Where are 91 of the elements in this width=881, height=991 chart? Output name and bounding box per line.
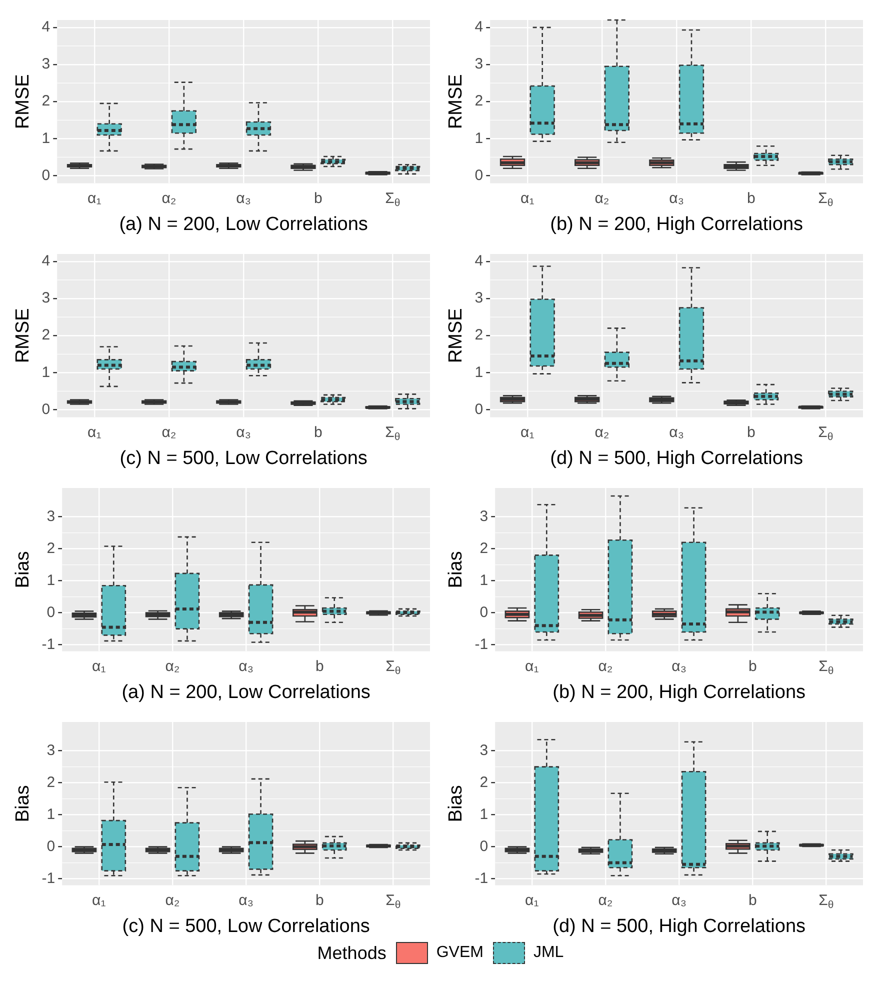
x-tick-label: α₃ (238, 892, 254, 909)
x-tick-label: α₃ (672, 658, 686, 675)
y-tick-label: 2 (480, 540, 488, 557)
x-tick-label: b (748, 658, 757, 675)
y-tick-label: 2 (46, 540, 56, 557)
legend-title: Methods (317, 942, 386, 964)
legend-label: JML (533, 944, 564, 962)
y-axis-title: Bias (446, 785, 467, 822)
x-tick-label: α₃ (236, 190, 251, 207)
x-tick-label: α₁ (88, 190, 102, 207)
y-tick-label: 3 (46, 742, 56, 759)
y-tick-label: -1 (42, 870, 56, 887)
x-tick-label: α₂ (594, 190, 610, 207)
y-tick-label: 2 (42, 326, 50, 344)
y-axis-title: Bias (446, 551, 467, 588)
x-axis-title: (d) N = 500, High Correlations (550, 448, 804, 469)
x-tick-label: α₃ (669, 190, 684, 207)
x-tick-label: α₂ (598, 658, 613, 675)
y-tick-label: 0 (42, 166, 50, 184)
y-tick-label: 1 (480, 806, 488, 823)
x-tick-label: b (746, 424, 756, 441)
x-tick-label: b (315, 892, 324, 909)
y-tick-label: 0 (474, 400, 484, 418)
x-tick-label: α₁ (525, 892, 539, 909)
legend-label: GVEM (436, 944, 484, 962)
x-tick-label: α₁ (525, 658, 539, 675)
x-axis-title: (a) N = 200, Low Correlations (122, 682, 370, 703)
x-tick-label: b (314, 424, 322, 441)
y-tick-label: 0 (42, 400, 50, 418)
x-axis-title: (d) N = 500, High Correlations (552, 916, 806, 937)
y-tick-label: 1 (46, 572, 56, 589)
x-tick-label: α₃ (236, 424, 251, 441)
x-tick-label: α₂ (165, 892, 180, 909)
y-tick-label: 2 (480, 774, 488, 791)
y-tick-label: 0 (46, 838, 56, 855)
y-axis-title: Bias (12, 785, 34, 822)
y-tick-label: 3 (474, 290, 484, 307)
y-tick-label: 3 (480, 742, 488, 759)
y-tick-label: 3 (474, 56, 484, 73)
x-tick-label: α₁ (92, 658, 106, 675)
x-tick-label: α₂ (162, 190, 176, 207)
x-tick-label: b (315, 658, 324, 675)
x-tick-label: α₁ (92, 892, 106, 909)
x-tick-label: α₂ (162, 424, 176, 441)
y-tick-label: 1 (42, 130, 50, 147)
y-tick-label: 0 (480, 604, 488, 621)
y-tick-label: 0 (474, 166, 484, 184)
y-tick-label: 4 (42, 252, 50, 270)
y-tick-label: 0 (480, 838, 488, 855)
x-tick-label: α₃ (672, 892, 686, 909)
x-tick-label: α₁ (88, 424, 102, 441)
x-tick-label: α₂ (594, 424, 610, 441)
y-tick-label: 4 (474, 18, 484, 36)
x-tick-label: b (748, 892, 757, 909)
x-tick-label: α₂ (165, 658, 180, 675)
x-tick-label: α₂ (598, 892, 613, 909)
x-axis-title: (b) N = 200, High Correlations (552, 682, 806, 703)
y-tick-label: -1 (474, 870, 488, 887)
x-tick-label: α₁ (520, 190, 534, 207)
y-tick-label: 3 (46, 508, 56, 525)
y-tick-label: 4 (474, 252, 484, 270)
y-tick-label: -1 (474, 636, 488, 653)
x-tick-label: α₃ (669, 424, 684, 441)
x-axis-title: (a) N = 200, Low Correlations (119, 214, 368, 235)
x-tick-label: α₁ (520, 424, 534, 441)
x-axis-title: (b) N = 200, High Correlations (550, 214, 804, 235)
y-tick-label: 2 (42, 92, 50, 110)
y-tick-label: 2 (474, 326, 484, 344)
y-axis-title: RMSE (12, 74, 34, 130)
y-tick-label: 1 (474, 364, 484, 381)
y-tick-label: -1 (42, 636, 56, 653)
y-tick-label: 3 (42, 56, 50, 73)
y-tick-label: 2 (46, 774, 56, 791)
y-axis-title: RMSE (446, 74, 467, 130)
y-tick-label: 1 (42, 364, 50, 381)
x-tick-label: α₃ (238, 658, 254, 675)
y-tick-label: 4 (42, 18, 50, 36)
y-axis-title: Bias (12, 551, 34, 588)
y-tick-label: 3 (42, 290, 50, 307)
y-tick-label: 0 (46, 604, 56, 621)
y-axis-title: RMSE (12, 308, 34, 364)
x-tick-label: b (746, 190, 756, 207)
y-tick-label: 1 (46, 806, 56, 823)
y-axis-title: RMSE (446, 308, 467, 364)
x-tick-label: b (314, 190, 322, 207)
y-tick-label: 1 (474, 130, 484, 147)
y-tick-label: 2 (474, 92, 484, 110)
x-axis-title: (c) N = 500, Low Correlations (120, 448, 368, 469)
y-tick-label: 1 (480, 572, 488, 589)
y-tick-label: 3 (480, 508, 488, 525)
x-axis-title: (c) N = 500, Low Correlations (122, 916, 370, 937)
